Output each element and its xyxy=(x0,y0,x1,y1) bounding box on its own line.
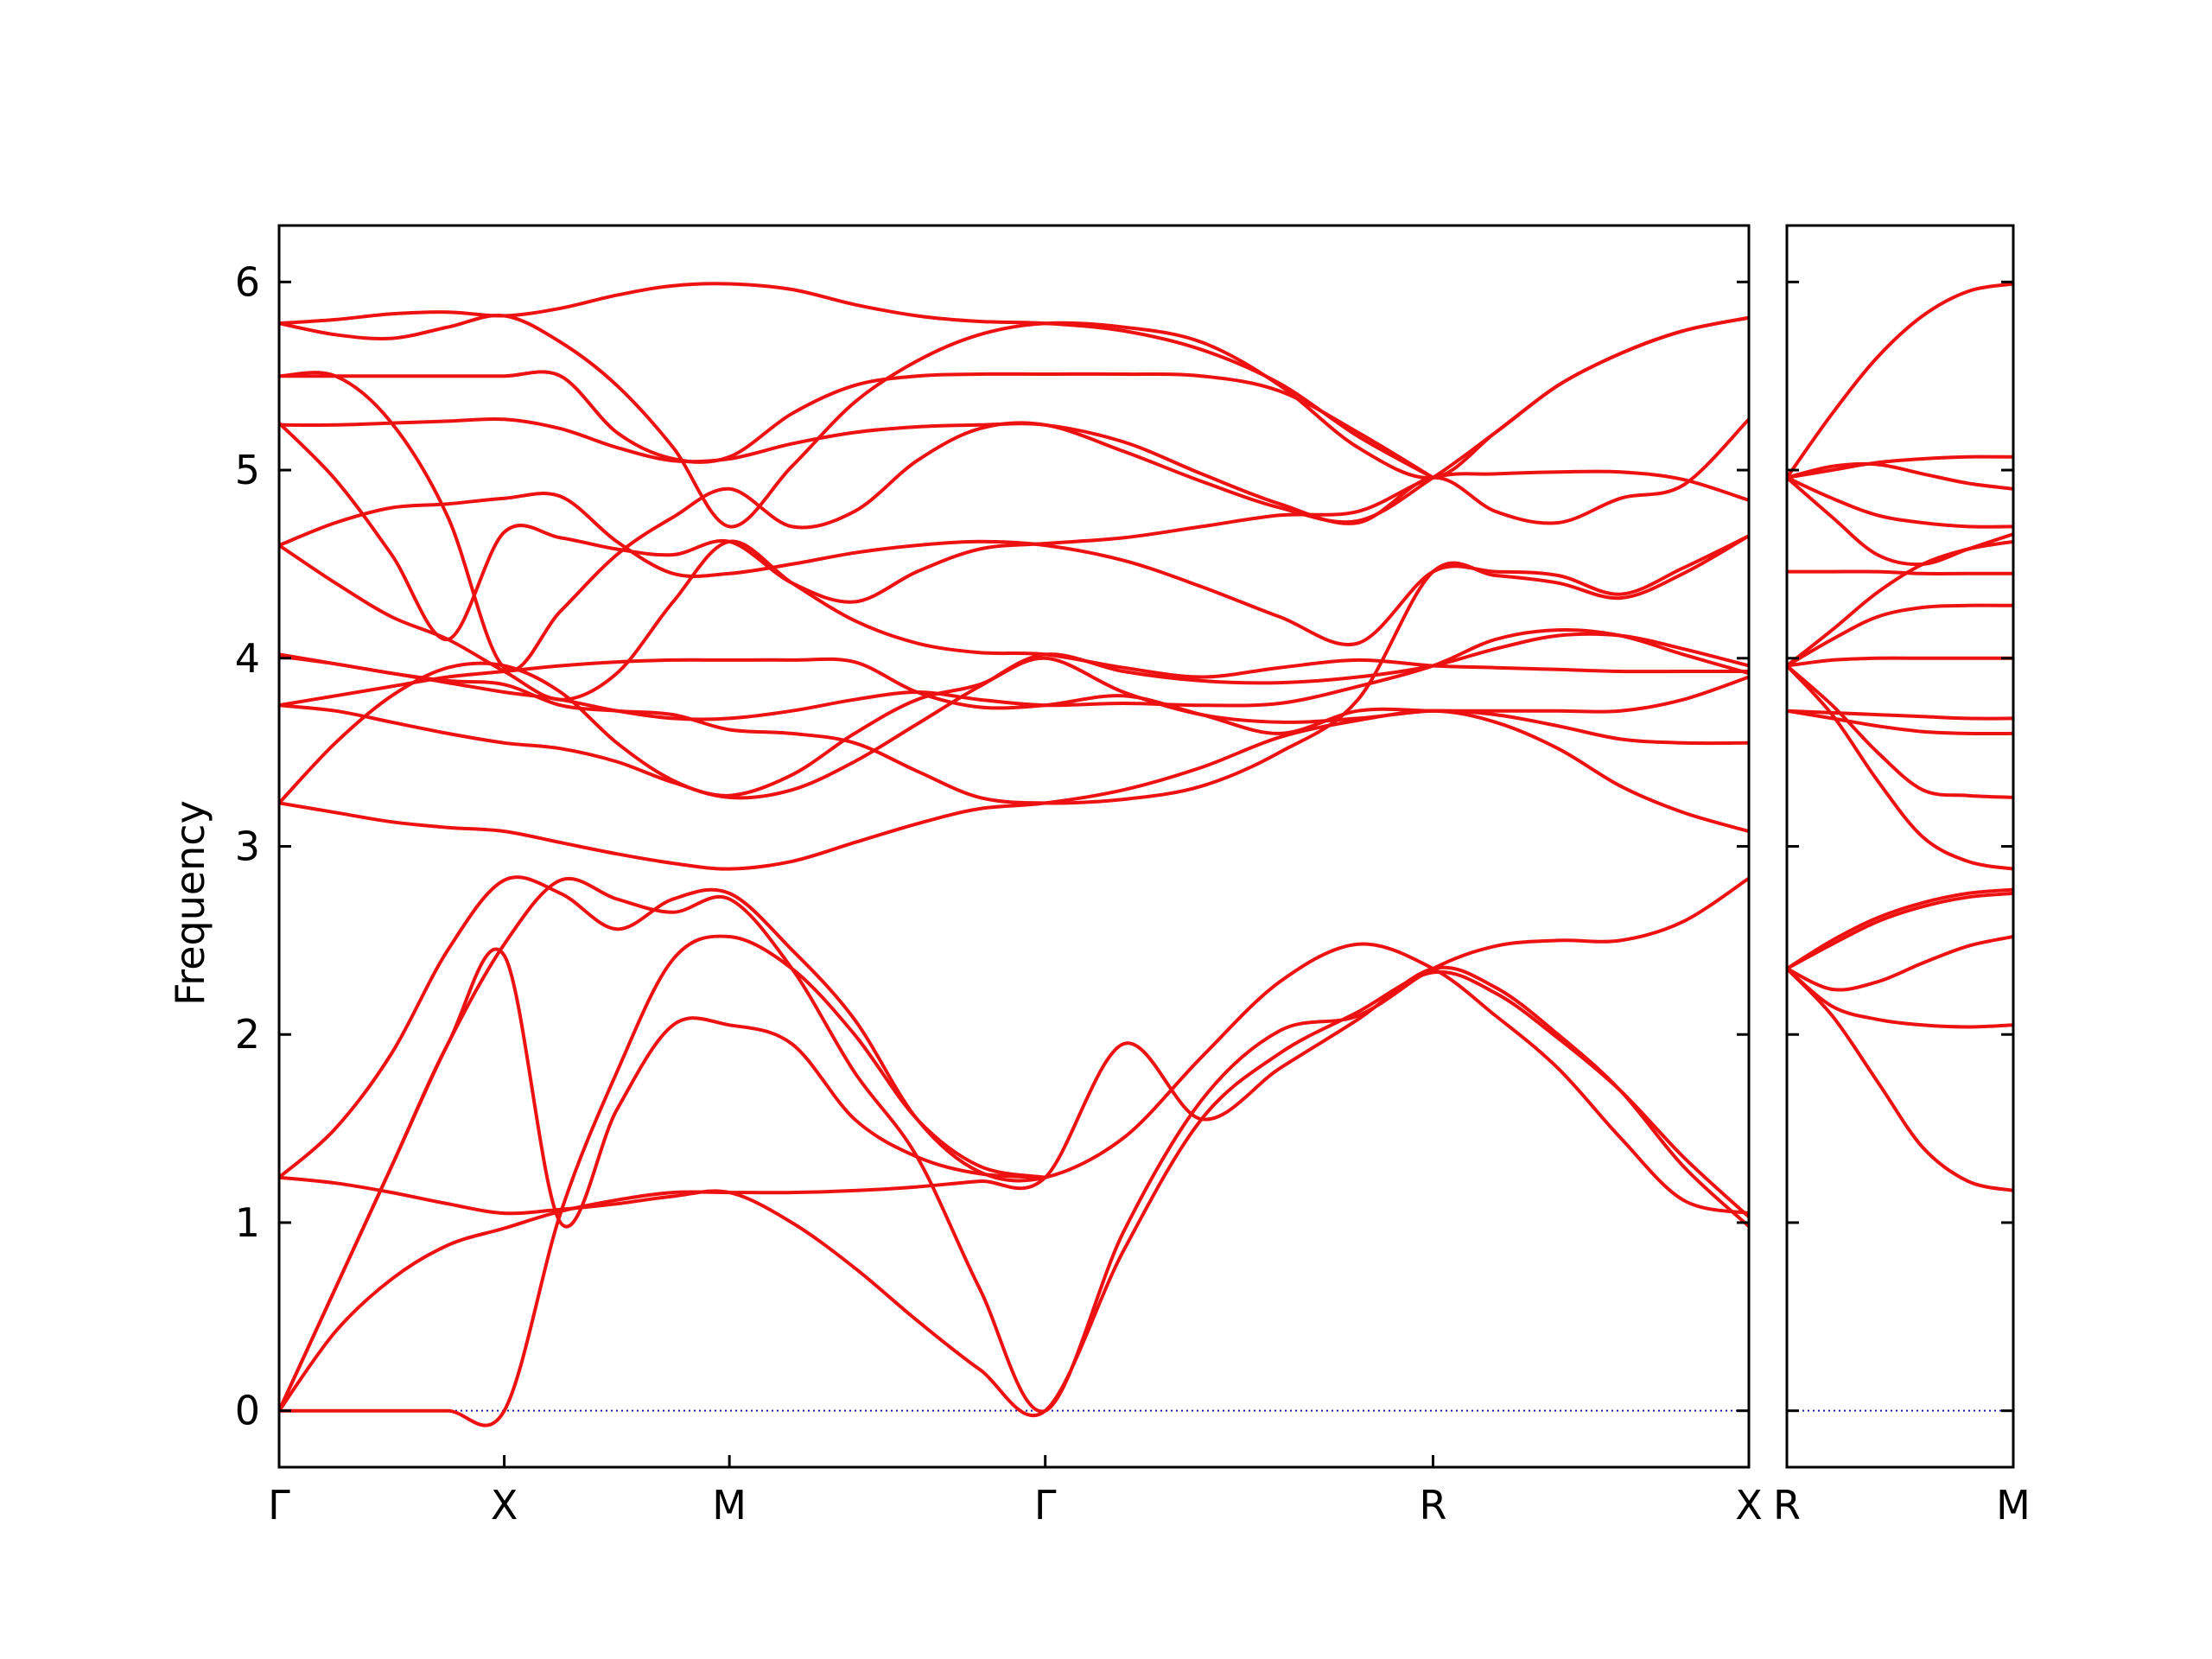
band-line-right-3 xyxy=(1787,935,2013,992)
band-line-right-9 xyxy=(1787,664,2013,871)
band-line-main-13 xyxy=(279,539,1749,702)
band-line-main-9 xyxy=(279,656,1749,798)
band-line-right-15 xyxy=(1787,475,2013,529)
band-line-main-15 xyxy=(279,422,1749,642)
band-line-main-17 xyxy=(279,315,1749,672)
band-line-main-1 xyxy=(279,965,1749,1412)
band-line-main-14 xyxy=(279,492,1749,646)
y-tick-label: 1 xyxy=(235,1199,260,1246)
band-line-right-16 xyxy=(1787,461,2013,491)
x-tick-label: R xyxy=(1773,1482,1801,1529)
band-line-right-6 xyxy=(1787,709,2013,721)
x-tick-label: R xyxy=(1419,1482,1446,1529)
band-line-main-12 xyxy=(279,534,1749,805)
band-line-right-18 xyxy=(1787,282,2013,479)
band-line-right-17 xyxy=(1787,454,2013,480)
band-line-right-4 xyxy=(1787,891,2013,970)
band-line-main-7 xyxy=(279,709,1749,871)
y-tick-label: 4 xyxy=(235,635,260,682)
band-line-main-5 xyxy=(279,947,1046,1412)
plot-frame-right xyxy=(1785,224,2015,1469)
x-tick-label: M xyxy=(1996,1482,2031,1529)
band-line-right-14 xyxy=(1787,476,2013,567)
y-tick-label: 3 xyxy=(235,823,260,870)
plot-frame-main xyxy=(277,224,1751,1469)
y-axis-label: Frequency xyxy=(167,800,213,1006)
band-line-right-5 xyxy=(1787,887,2013,970)
band-line-right-10 xyxy=(1787,656,2013,668)
band-line-main-6 xyxy=(279,934,1046,1427)
y-tick-label: 0 xyxy=(235,1388,260,1434)
band-line-right-13 xyxy=(1787,569,2013,575)
x-tick-label: X xyxy=(491,1482,518,1529)
band-line-right-7 xyxy=(1787,709,2013,736)
band-line-main-4 xyxy=(279,875,1749,1216)
band-line-main-19 xyxy=(279,282,1434,480)
main-panel: 0 1 2 3 4 5 6 Γ X M Γ R X xyxy=(235,224,1763,1529)
x-tick-label: Γ xyxy=(1034,1482,1057,1529)
x-tick-label: M xyxy=(712,1482,747,1529)
y-tick-label: 6 xyxy=(235,258,260,305)
band-line-right-11 xyxy=(1787,603,2013,668)
y-tick-label: 2 xyxy=(235,1011,260,1058)
band-line-main-20 xyxy=(279,370,1434,480)
band-line-main-16 xyxy=(279,416,1749,525)
band-line-right-8 xyxy=(1787,664,2013,799)
x-tick-label: X xyxy=(1735,1482,1763,1529)
band-line-main-18 xyxy=(279,314,1749,529)
band-line-right-1 xyxy=(1787,967,2013,1192)
x-tick-label: Γ xyxy=(268,1482,290,1529)
band-line-main-11 xyxy=(279,627,1749,721)
band-line-main-3 xyxy=(279,876,1749,1414)
band-line-main-2 xyxy=(279,969,1749,1418)
band-line-right-2 xyxy=(1787,967,2013,1029)
band-line-main-8 xyxy=(279,632,1749,804)
y-tick-label: 5 xyxy=(235,447,260,493)
